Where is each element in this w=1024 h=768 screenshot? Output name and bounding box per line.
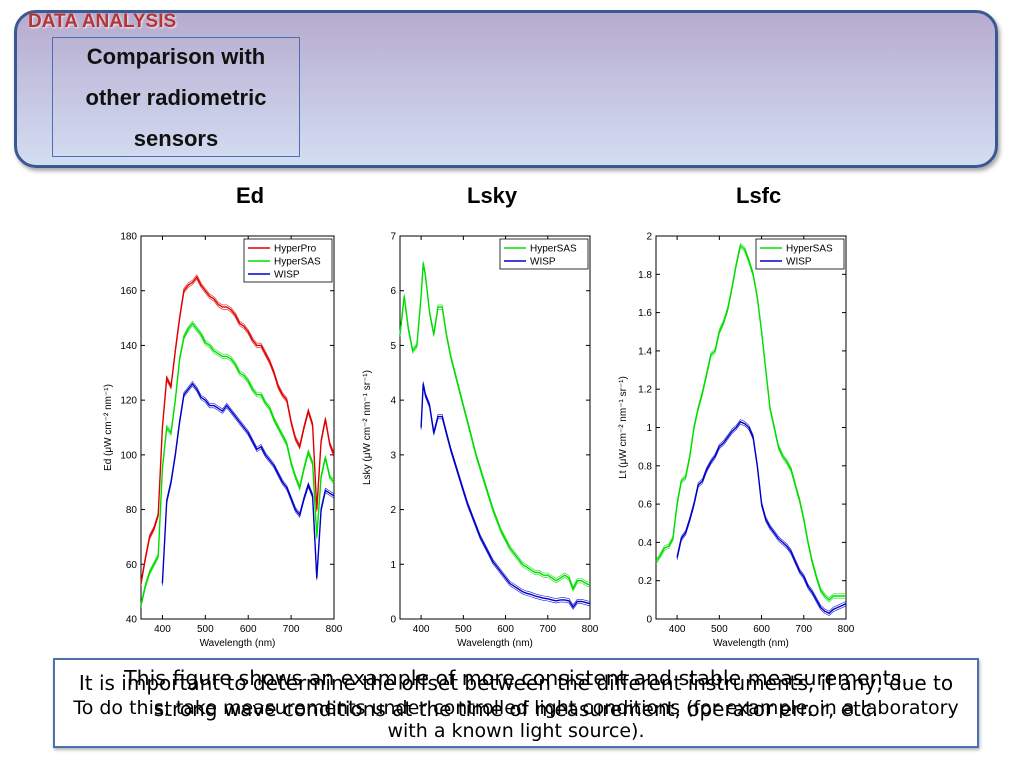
y-tick-label: 40 [126, 615, 138, 626]
y-tick-label: 1.2 [638, 385, 652, 396]
y-tick-label: 1.4 [638, 346, 652, 357]
legend-label-wisp: WISP [786, 257, 812, 268]
series-line-wisp [420, 383, 591, 609]
y-tick-label: 5 [390, 341, 396, 352]
y-tick-label: 7 [390, 232, 396, 243]
title-box: Comparison with other radiometric sensor… [52, 37, 300, 157]
x-tick-label: 500 [455, 624, 472, 635]
header-banner [14, 10, 998, 168]
chart-lsfc: 400 500 600 700 800 0 0.2 0.4 0.6 0.8 1 1.2 1.4 1.6 1.… [618, 232, 855, 650]
y-tick-label: 0 [390, 615, 396, 626]
legend-label-hypersas: HyperSAS [530, 244, 577, 255]
series-line-hyperpro [140, 275, 335, 584]
legend-box [755, 238, 845, 270]
chart-lsky: 400 500 600 700 800 0 1 2 3 4 5 6 7 Wavelength (nm) Ls… [362, 232, 599, 650]
legend: HyperPro HyperSAS WISP [243, 238, 333, 283]
y-tick-label: 4 [390, 396, 396, 407]
panel-title-ed: Ed [236, 183, 265, 208]
x-tick-label: 800 [582, 624, 599, 635]
y-tick-label: 1.8 [638, 270, 652, 281]
legend-label-wisp: WISP [530, 257, 556, 268]
caption-text-method: To do this, take measurements under cont… [73, 697, 959, 742]
caption-text-offset: It is important to determine the offset … [78, 671, 954, 721]
y-axis-label: Lsky (μW cm⁻² nm⁻¹ sr⁻¹) [362, 370, 373, 485]
caption-box: It is important to determine the offset … [53, 658, 979, 748]
chart-ed: 400 500 600 700 800 40 60 80 100 120 140 160 180 Wave… [103, 232, 343, 650]
series-line-wisp [676, 420, 847, 615]
x-tick-label: 700 [539, 624, 556, 635]
x-tick-label: 400 [154, 624, 171, 635]
y-tick-label: 0.2 [638, 576, 652, 587]
plot-area [399, 235, 591, 620]
section-label: DATA ANALYSIS [28, 11, 177, 32]
x-tick-label: 600 [240, 624, 257, 635]
series-line-hypersas [140, 322, 335, 606]
plot-area [140, 235, 335, 620]
x-tick-label: 800 [838, 624, 855, 635]
y-tick-label: 60 [126, 560, 138, 571]
title-line-2: other radiometric [85, 84, 267, 110]
legend-label-hyperpro: HyperPro [274, 244, 317, 255]
x-tick-label: 800 [326, 624, 343, 635]
panel-title-lsfc: Lsfc [736, 183, 782, 208]
y-tick-label: 6 [390, 286, 396, 297]
x-tick-label: 400 [413, 624, 430, 635]
x-axis-label: Wavelength (nm) [200, 638, 276, 649]
legend-box [499, 238, 589, 270]
x-tick-label: 600 [497, 624, 514, 635]
series-line-hypersas [399, 263, 591, 591]
y-tick-label: 140 [120, 341, 137, 352]
x-tick-label: 700 [283, 624, 300, 635]
y-tick-label: 0.8 [638, 461, 652, 472]
y-tick-label: 2 [390, 505, 396, 516]
y-tick-label: 160 [120, 286, 137, 297]
x-tick-label: 400 [669, 624, 686, 635]
y-axis-label: Ed (μW cm⁻² nm⁻¹) [103, 384, 114, 471]
title-line-1: Comparison with [86, 43, 266, 69]
legend: HyperSAS WISP [755, 238, 845, 270]
x-tick-label: 700 [795, 624, 812, 635]
y-tick-label: 0 [646, 615, 652, 626]
x-axis-label: Wavelength (nm) [713, 638, 789, 649]
y-tick-label: 1 [646, 423, 652, 434]
title-line-3: sensors [133, 125, 219, 151]
y-tick-label: 100 [120, 450, 137, 461]
x-tick-label: 500 [197, 624, 214, 635]
y-tick-label: 180 [120, 232, 137, 243]
plot-area [655, 235, 847, 620]
y-tick-label: 3 [390, 450, 396, 461]
y-tick-label: 1 [390, 560, 396, 571]
x-axis-label: Wavelength (nm) [457, 638, 533, 649]
panel-title-lsky: Lsky [467, 183, 518, 208]
x-tick-label: 500 [711, 624, 728, 635]
x-tick-label: 600 [753, 624, 770, 635]
series-line-hypersas [655, 244, 846, 601]
series-line-wisp [161, 382, 335, 584]
y-tick-label: 80 [126, 505, 138, 516]
y-axis-label: Lt (μW cm⁻² nm⁻¹ sr⁻¹) [618, 376, 629, 479]
legend: HyperSAS WISP [499, 238, 589, 270]
legend-label-hypersas: HyperSAS [274, 257, 321, 268]
y-tick-label: 1.6 [638, 308, 652, 319]
y-tick-label: 0.6 [638, 500, 652, 511]
y-tick-label: 0.4 [638, 538, 652, 549]
legend-label-wisp: WISP [274, 270, 300, 281]
y-tick-label: 120 [120, 396, 137, 407]
caption-text-example: This figure shows an example of more con… [124, 666, 908, 690]
y-tick-label: 2 [646, 232, 652, 243]
legend-label-hypersas: HyperSAS [786, 244, 833, 255]
